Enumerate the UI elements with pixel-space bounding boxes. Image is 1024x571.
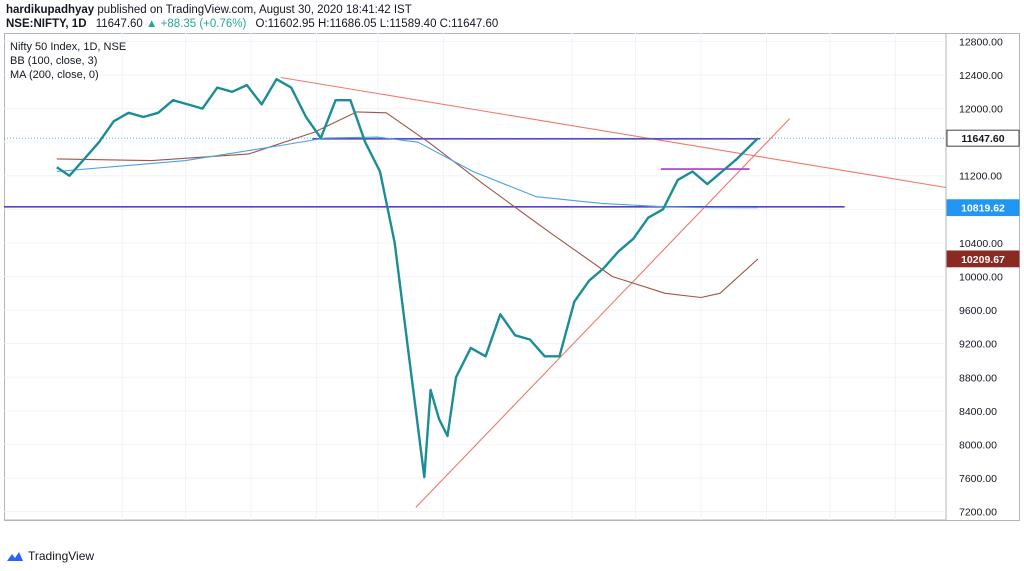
price-badge-label-ma: 10209.67 (961, 254, 1005, 266)
indicator-legend: Nifty 50 Index, 1D, NSE BB (100, close, … (10, 41, 126, 81)
symbol-label: NSE:NIFTY, 1D (6, 18, 87, 30)
ohlc-values: O:11602.95 H:11686.05 L:11589.40 C:11647… (255, 18, 499, 30)
bb-basis-line (56, 136, 759, 209)
price-badge-ma (946, 250, 1020, 268)
price-badge-label-last: 11647.60 (961, 133, 1004, 145)
chart-area[interactable]: 12800.0012400.0012000.0011600.0011200.00… (4, 33, 1020, 534)
price-badge-last (946, 129, 1020, 147)
y-tick-label: 9200.00 (959, 339, 997, 351)
y-tick-label: 8000.00 (959, 439, 997, 451)
price-badge-label-bb: 10819.62 (961, 203, 1005, 215)
legend-bb: BB (100, close, 3) (10, 55, 97, 67)
y-tick-label: 10000.00 (959, 272, 1003, 284)
nifty-price-line (56, 78, 759, 479)
y-tick-label: 7600.00 (959, 473, 997, 485)
symbol-info: NSE:NIFTY, 1D 11647.60 ▲ +88.35 (+0.76%)… (6, 17, 498, 31)
ma-200-line (56, 111, 759, 299)
legend-title: Nifty 50 Index, 1D, NSE (10, 41, 126, 53)
y-tick-label: 8800.00 (959, 372, 997, 384)
y-tick-label: 7200.00 (959, 507, 997, 519)
y-tick-label: 12000.00 (959, 104, 1003, 116)
chart-header: hardikupadhyay published on TradingView.… (6, 3, 498, 31)
tradingview-logo-icon (7, 552, 23, 561)
y-tick-label: 8400.00 (959, 406, 997, 418)
last-price: 11647.60 (95, 18, 143, 30)
publish-info: hardikupadhyay published on TradingView.… (6, 3, 498, 17)
y-tick-label: 10400.00 (959, 238, 1003, 250)
change-arrow-icon: ▲ (146, 18, 158, 30)
y-tick-label: 12800.00 (959, 36, 1003, 48)
price-axis[interactable]: 12800.0012400.0012000.0011600.0011200.00… (959, 36, 1003, 518)
price-chart[interactable]: 12800.0012400.0012000.0011600.0011200.00… (4, 33, 1020, 534)
y-tick-label: 12400.00 (959, 70, 1003, 82)
legend-ma: MA (200, close, 0) (10, 69, 99, 81)
y-tick-label: 11200.00 (959, 171, 1002, 183)
published-text: published on TradingView.com, August 30,… (97, 4, 412, 16)
y-tick-label: 9600.00 (959, 305, 997, 317)
down-trendline (280, 76, 947, 189)
price-badge-bb (946, 199, 1020, 217)
up-trendline (415, 118, 791, 508)
series-lines (56, 78, 759, 479)
brand-name[interactable]: TradingView (28, 549, 95, 563)
grid (4, 33, 946, 520)
price-change: +88.35 (+0.76%) (160, 18, 247, 30)
footer: TradingView (6, 549, 94, 563)
price-badges: 11647.60 10819.62 10209.67 (946, 129, 1020, 268)
author-link[interactable]: hardikupadhyay (6, 4, 95, 16)
